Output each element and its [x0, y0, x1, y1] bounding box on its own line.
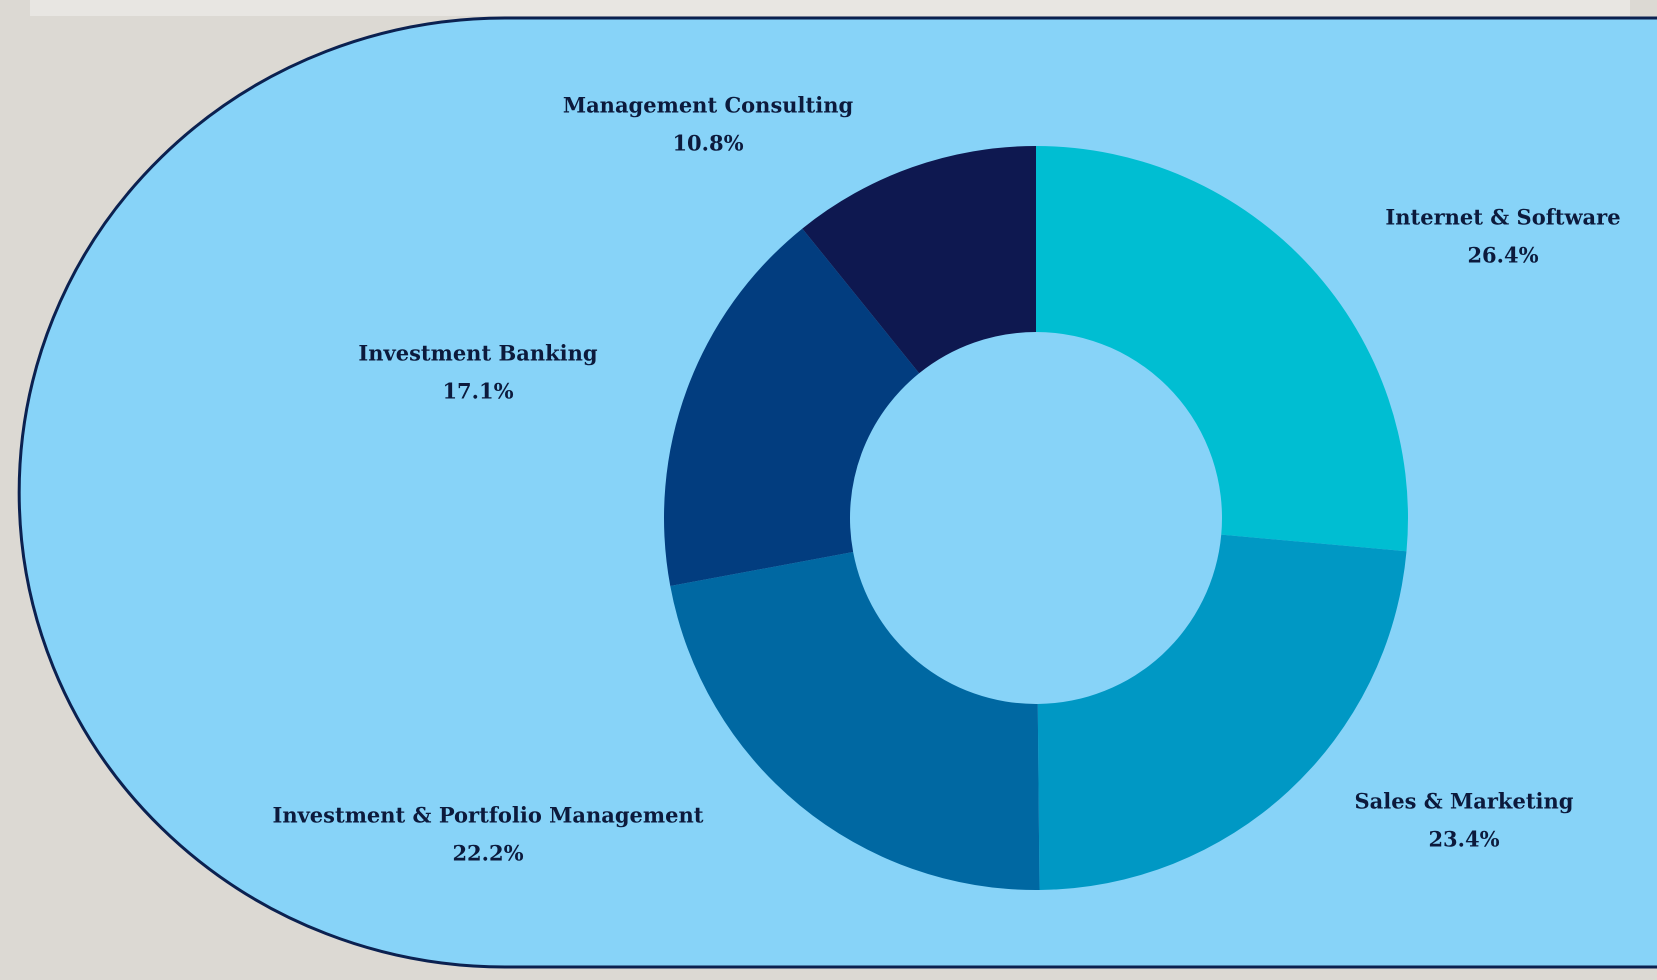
donut-slice: [664, 228, 920, 587]
slice-value-label: 23.4%: [1428, 827, 1499, 852]
slice-label: Sales & Marketing: [1355, 789, 1574, 814]
slice-value-label: 22.2%: [452, 841, 523, 866]
donut-slice: [802, 146, 1036, 374]
slice-value-label: 10.8%: [672, 131, 743, 156]
slice-label: Investment Banking: [358, 341, 597, 366]
donut: [664, 146, 1408, 890]
slice-label: Investment & Portfolio Management: [273, 803, 704, 828]
donut-slice: [1036, 146, 1408, 552]
donut-slice: [670, 552, 1040, 890]
slice-label: Management Consulting: [563, 93, 854, 118]
slice-value-label: 26.4%: [1467, 243, 1538, 268]
background-band: [30, 0, 1630, 16]
slice-value-label: 17.1%: [442, 379, 513, 404]
donut-slice: [1037, 534, 1407, 890]
labels: Internet & Software 26.4% Sales & Marketin…: [273, 93, 1621, 866]
slice-label: Internet & Software: [1385, 205, 1620, 230]
